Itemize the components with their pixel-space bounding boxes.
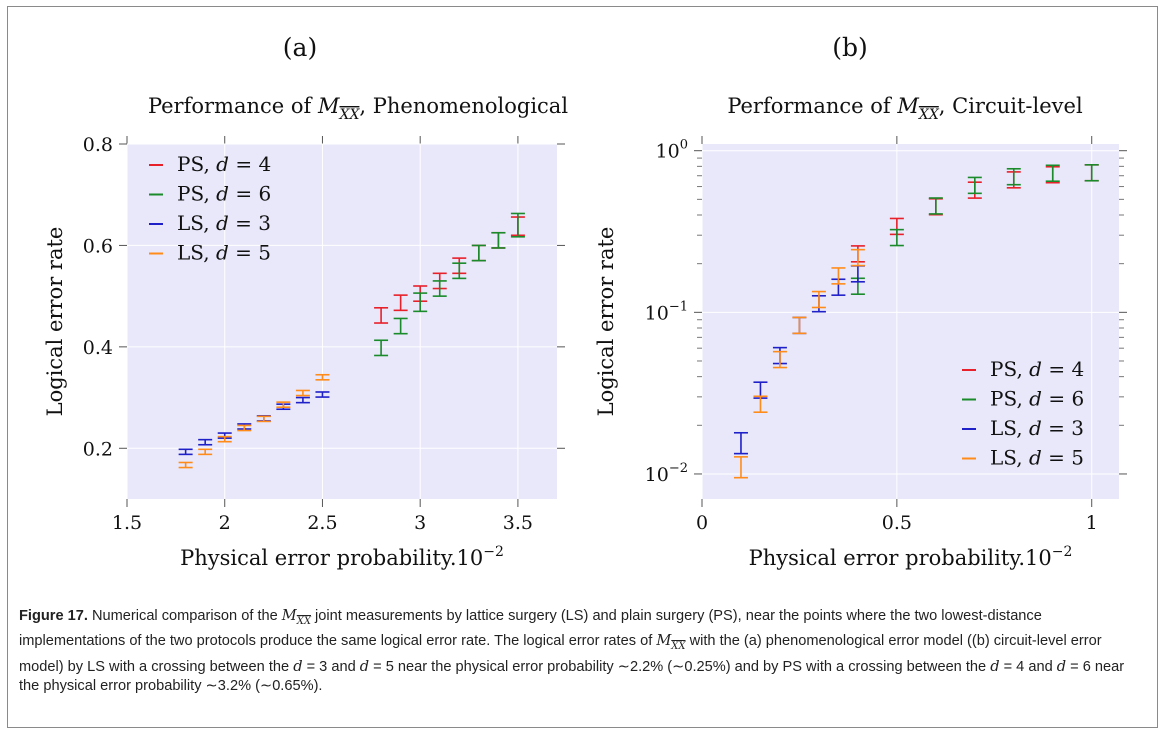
y-tick-label: 0.4 (83, 337, 113, 359)
series-ps-d-6 (374, 212, 525, 357)
legend-label: LS, d = 3 (990, 416, 1084, 440)
error-bar (753, 395, 768, 413)
error-bar (374, 307, 389, 324)
error-bar (315, 373, 330, 381)
x-tick-label: 1 (1086, 512, 1098, 534)
panel-b: (b) Performance of MXX, Circuit-level 0 0.5… (594, 33, 1127, 570)
error-bar (315, 391, 330, 398)
error-bar (831, 267, 846, 285)
error-bar (1045, 164, 1060, 183)
error-bar (237, 424, 252, 432)
error-bar (772, 350, 787, 369)
error-bar (256, 415, 271, 423)
x-tick-label: 2 (219, 512, 231, 534)
caption-label: Figure 17. (19, 608, 88, 624)
error-bar (491, 231, 506, 249)
error-bar (295, 389, 310, 397)
legend-label: LS, d = 5 (177, 241, 271, 265)
panel-label: (b) (832, 33, 868, 62)
error-bar (510, 212, 525, 238)
error-bar (452, 262, 467, 280)
panel-label: (a) (283, 33, 317, 62)
x-tick-label: 3.5 (503, 512, 533, 534)
y-tick-label: 10−1 (645, 299, 688, 324)
legend-label: PS, d = 4 (990, 357, 1084, 381)
error-bar (1084, 164, 1099, 182)
error-bar (889, 228, 904, 247)
legend-label: LS, d = 5 (990, 446, 1084, 470)
error-bar (198, 448, 213, 456)
y-tick-label: 10−2 (645, 461, 688, 486)
x-tick-label: 3 (414, 512, 426, 534)
error-bar (413, 292, 428, 313)
legend: PS, d = 4 PS, d = 6 LS, d = 3 LS, d = 5 (962, 357, 1084, 470)
error-bar (432, 280, 447, 297)
error-bar (850, 248, 865, 267)
series-ps-d-6 (850, 164, 1099, 295)
error-bar (374, 339, 389, 357)
error-bar (217, 435, 232, 443)
figure-plots: (a) Performance of MXX, Phenomenological 1… (43, 33, 1127, 570)
x-tick-label: 0.5 (882, 512, 912, 534)
figure-frame (7, 6, 1158, 728)
error-bar (967, 176, 982, 195)
error-bar (276, 401, 291, 409)
error-bar (792, 316, 807, 335)
x-tick-label: 1.5 (112, 512, 142, 534)
panel-a: (a) Performance of MXX, Phenomenological 1… (43, 33, 568, 570)
legend-label: PS, d = 4 (177, 152, 271, 176)
x-tick-label: 0 (696, 512, 708, 534)
x-axis-label: Physical error probability.10−2 (180, 544, 504, 570)
error-bar (733, 431, 748, 455)
y-tick-label: 100 (656, 138, 688, 163)
error-bar (198, 438, 213, 446)
plot-area (702, 144, 1119, 499)
error-bar (928, 197, 943, 215)
figure-caption: Figure 17. Numerical comparison of the M… (19, 607, 1125, 695)
x-axis-label: Physical error probability.10−2 (749, 544, 1073, 570)
series-ls-d-5 (178, 373, 330, 469)
error-bar (178, 448, 193, 456)
legend-label: PS, d = 6 (177, 182, 271, 206)
legend-label: LS, d = 3 (177, 211, 271, 235)
y-axis-label: Logical error rate (43, 227, 67, 417)
error-bar (1006, 167, 1021, 186)
error-bar (393, 294, 408, 312)
legend: PS, d = 4 PS, d = 6 LS, d = 3 LS, d = 5 (149, 152, 271, 265)
y-axis-label: Logical error rate (594, 227, 618, 417)
y-tick-label: 0.6 (83, 235, 113, 257)
error-bar (471, 244, 486, 262)
error-bar (393, 317, 408, 335)
y-tick-label: 0.2 (83, 438, 113, 460)
chart-title: Performance of MXX, Phenomenological (148, 94, 568, 123)
error-bar (178, 461, 193, 469)
error-bar (811, 290, 826, 309)
error-bar (733, 456, 748, 479)
x-tick-label: 2.5 (307, 512, 337, 534)
series-ls-d-5 (733, 248, 865, 479)
chart-title: Performance of MXX, Circuit-level (727, 94, 1083, 123)
y-tick-label: 0.8 (83, 134, 113, 156)
error-bar (295, 396, 310, 404)
legend-label: PS, d = 6 (990, 387, 1084, 411)
